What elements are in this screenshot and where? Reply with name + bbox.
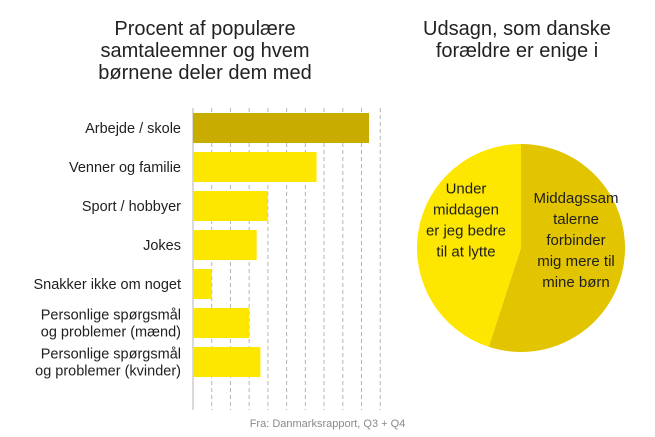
pie-slice [417, 144, 521, 347]
category-label: Arbejde / skole [85, 121, 181, 137]
category-label: Sport / hobbyer [82, 199, 181, 215]
source-note: Fra: Danmarksrapport, Q3 + Q4 [249, 418, 406, 430]
category-label: Venner og familie [69, 160, 181, 176]
bar [193, 308, 250, 338]
bar-chart-title: Procent af populære samtaleemner og hvem… [98, 18, 312, 84]
category-label: Snakker ikke om noget [34, 277, 182, 293]
pie-chart: Under middagen er jeg bedre til at lytte Mid… [417, 144, 625, 352]
bar [193, 230, 257, 260]
bar [193, 191, 268, 221]
pie-slice-label: Under middagen er jeg bedre til at lytte [426, 181, 506, 261]
pie-slice [488, 144, 625, 352]
pie-chart-title: Udsagn, som danske forældre er enige i [423, 18, 611, 62]
bar [193, 269, 212, 299]
bar [193, 347, 261, 377]
bar-chart: Arbejde / skole Venner og familie Sport / … [34, 113, 369, 380]
category-label: Personlige spørgsmål og problemer (kvinde… [35, 347, 181, 380]
bar [193, 152, 317, 182]
category-label: Personlige spørgsmål og problemer (mænd) [41, 308, 181, 341]
pie-slice-label: Middagssam talerne forbinder mig mere til mi… [533, 190, 618, 291]
category-label: Jokes [143, 238, 181, 254]
bar [193, 113, 369, 143]
